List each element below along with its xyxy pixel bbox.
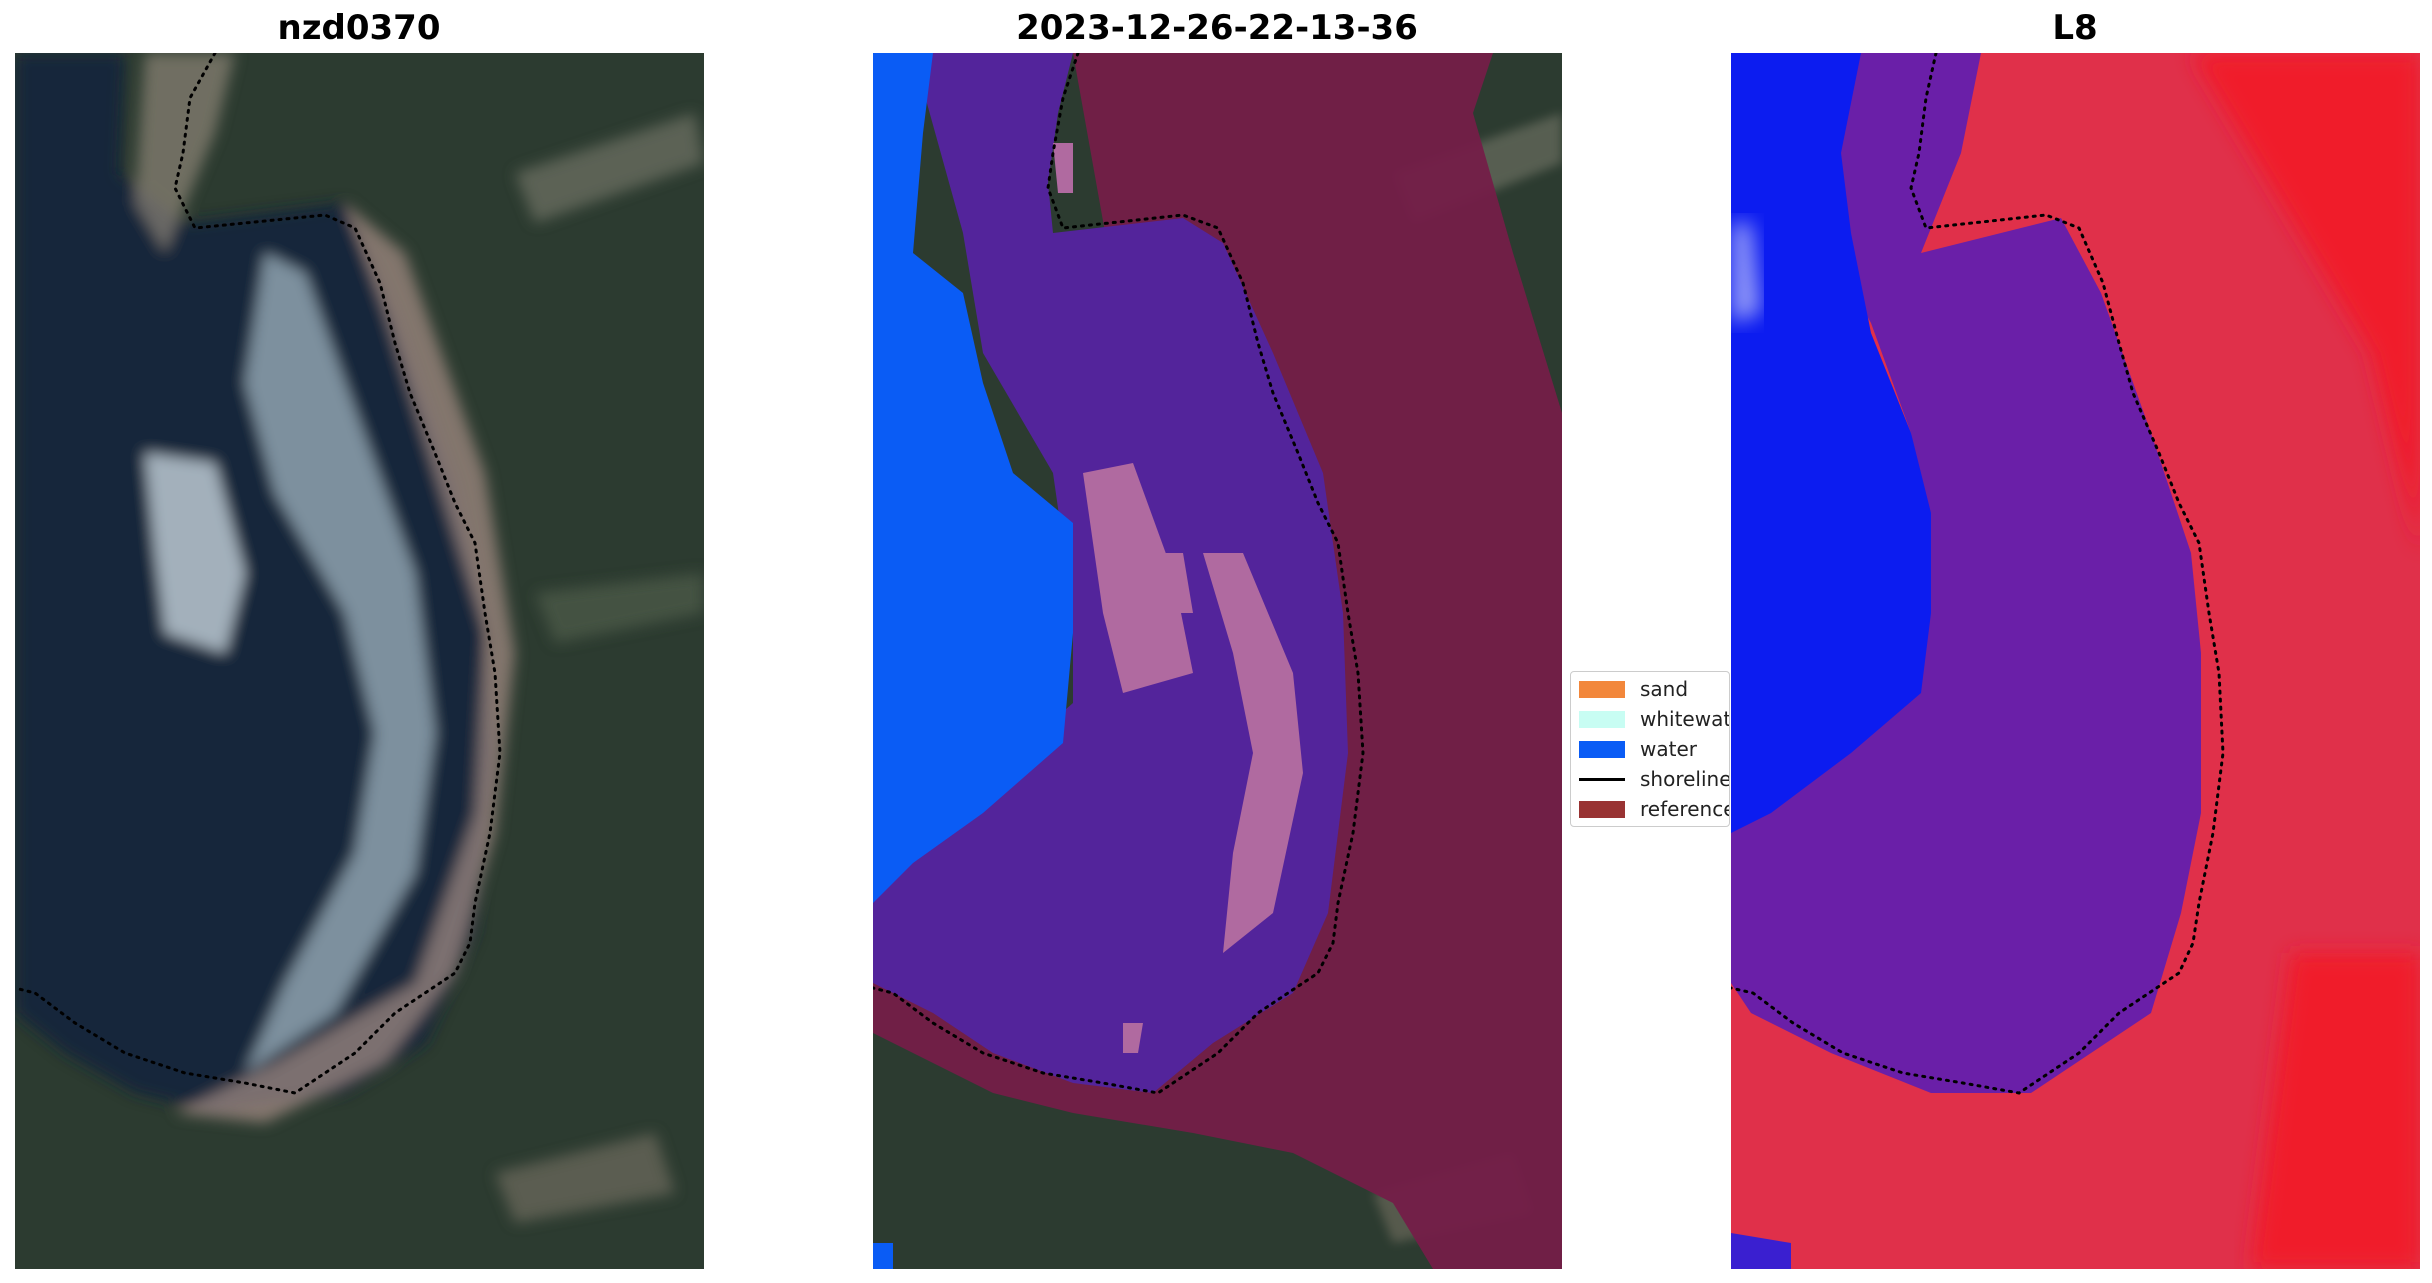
panel-title-classification: 2023-12-26-22-13-36	[1016, 8, 1418, 48]
l8-blue-corner	[1731, 1233, 1791, 1269]
whitewater-class-1	[1083, 463, 1193, 693]
legend-item-shoreline: shoreline	[1579, 764, 1730, 794]
land-streak-3	[495, 1133, 675, 1223]
l8-blue-region	[1731, 53, 1931, 833]
rocky-top	[135, 53, 235, 253]
shoreline-line	[15, 53, 502, 1095]
land-streak-2	[535, 573, 704, 643]
l8-index-panel	[1731, 53, 2420, 1269]
reference-swatch	[1579, 800, 1625, 818]
whitewater-swatch	[1579, 710, 1625, 728]
legend-item-reference: reference	[1579, 794, 1730, 824]
whitewater-band	[245, 253, 435, 1073]
water-swatch	[1579, 740, 1625, 758]
rgb-image-panel	[15, 53, 704, 1269]
legend-item-water: water	[1579, 734, 1697, 764]
whitewater-patch	[145, 453, 245, 653]
whitewater-class-4	[1053, 143, 1073, 193]
legend-item-sand: sand	[1579, 674, 1688, 704]
legend-item-whitewater: whitewater	[1579, 704, 1729, 734]
legend-label-sand: sand	[1640, 677, 1689, 701]
l8-bright-red-bottom	[2251, 953, 2420, 1269]
sand-beach	[175, 203, 515, 1123]
shoreline-line	[873, 53, 1365, 1095]
legend-label-water: water	[1640, 737, 1697, 761]
whitewater-class-5	[1123, 1023, 1143, 1053]
water-class-region	[873, 53, 1073, 903]
l8-blue-sub	[1731, 223, 1761, 323]
whitewater-class-2	[1203, 553, 1303, 953]
panel-title-rgb: nzd0370	[277, 8, 441, 48]
legend: sand whitewater water shoreline referenc…	[1570, 671, 1730, 827]
legend-label-whitewater: whitewater	[1640, 707, 1729, 731]
panel-title-index: L8	[2052, 8, 2098, 48]
whitewater-class-3	[1163, 553, 1193, 613]
l8-purple-region	[1731, 53, 2201, 1093]
legend-label-shoreline: shoreline	[1640, 767, 1730, 791]
l8-bright-red-corner	[2191, 53, 2420, 553]
legend-label-reference: reference	[1640, 797, 1730, 821]
shoreline-line-swatch	[1579, 777, 1625, 781]
land-streak-1	[515, 113, 704, 223]
sand-swatch	[1579, 680, 1625, 698]
classification-panel	[873, 53, 1562, 1269]
water-class-corner	[873, 1243, 893, 1269]
